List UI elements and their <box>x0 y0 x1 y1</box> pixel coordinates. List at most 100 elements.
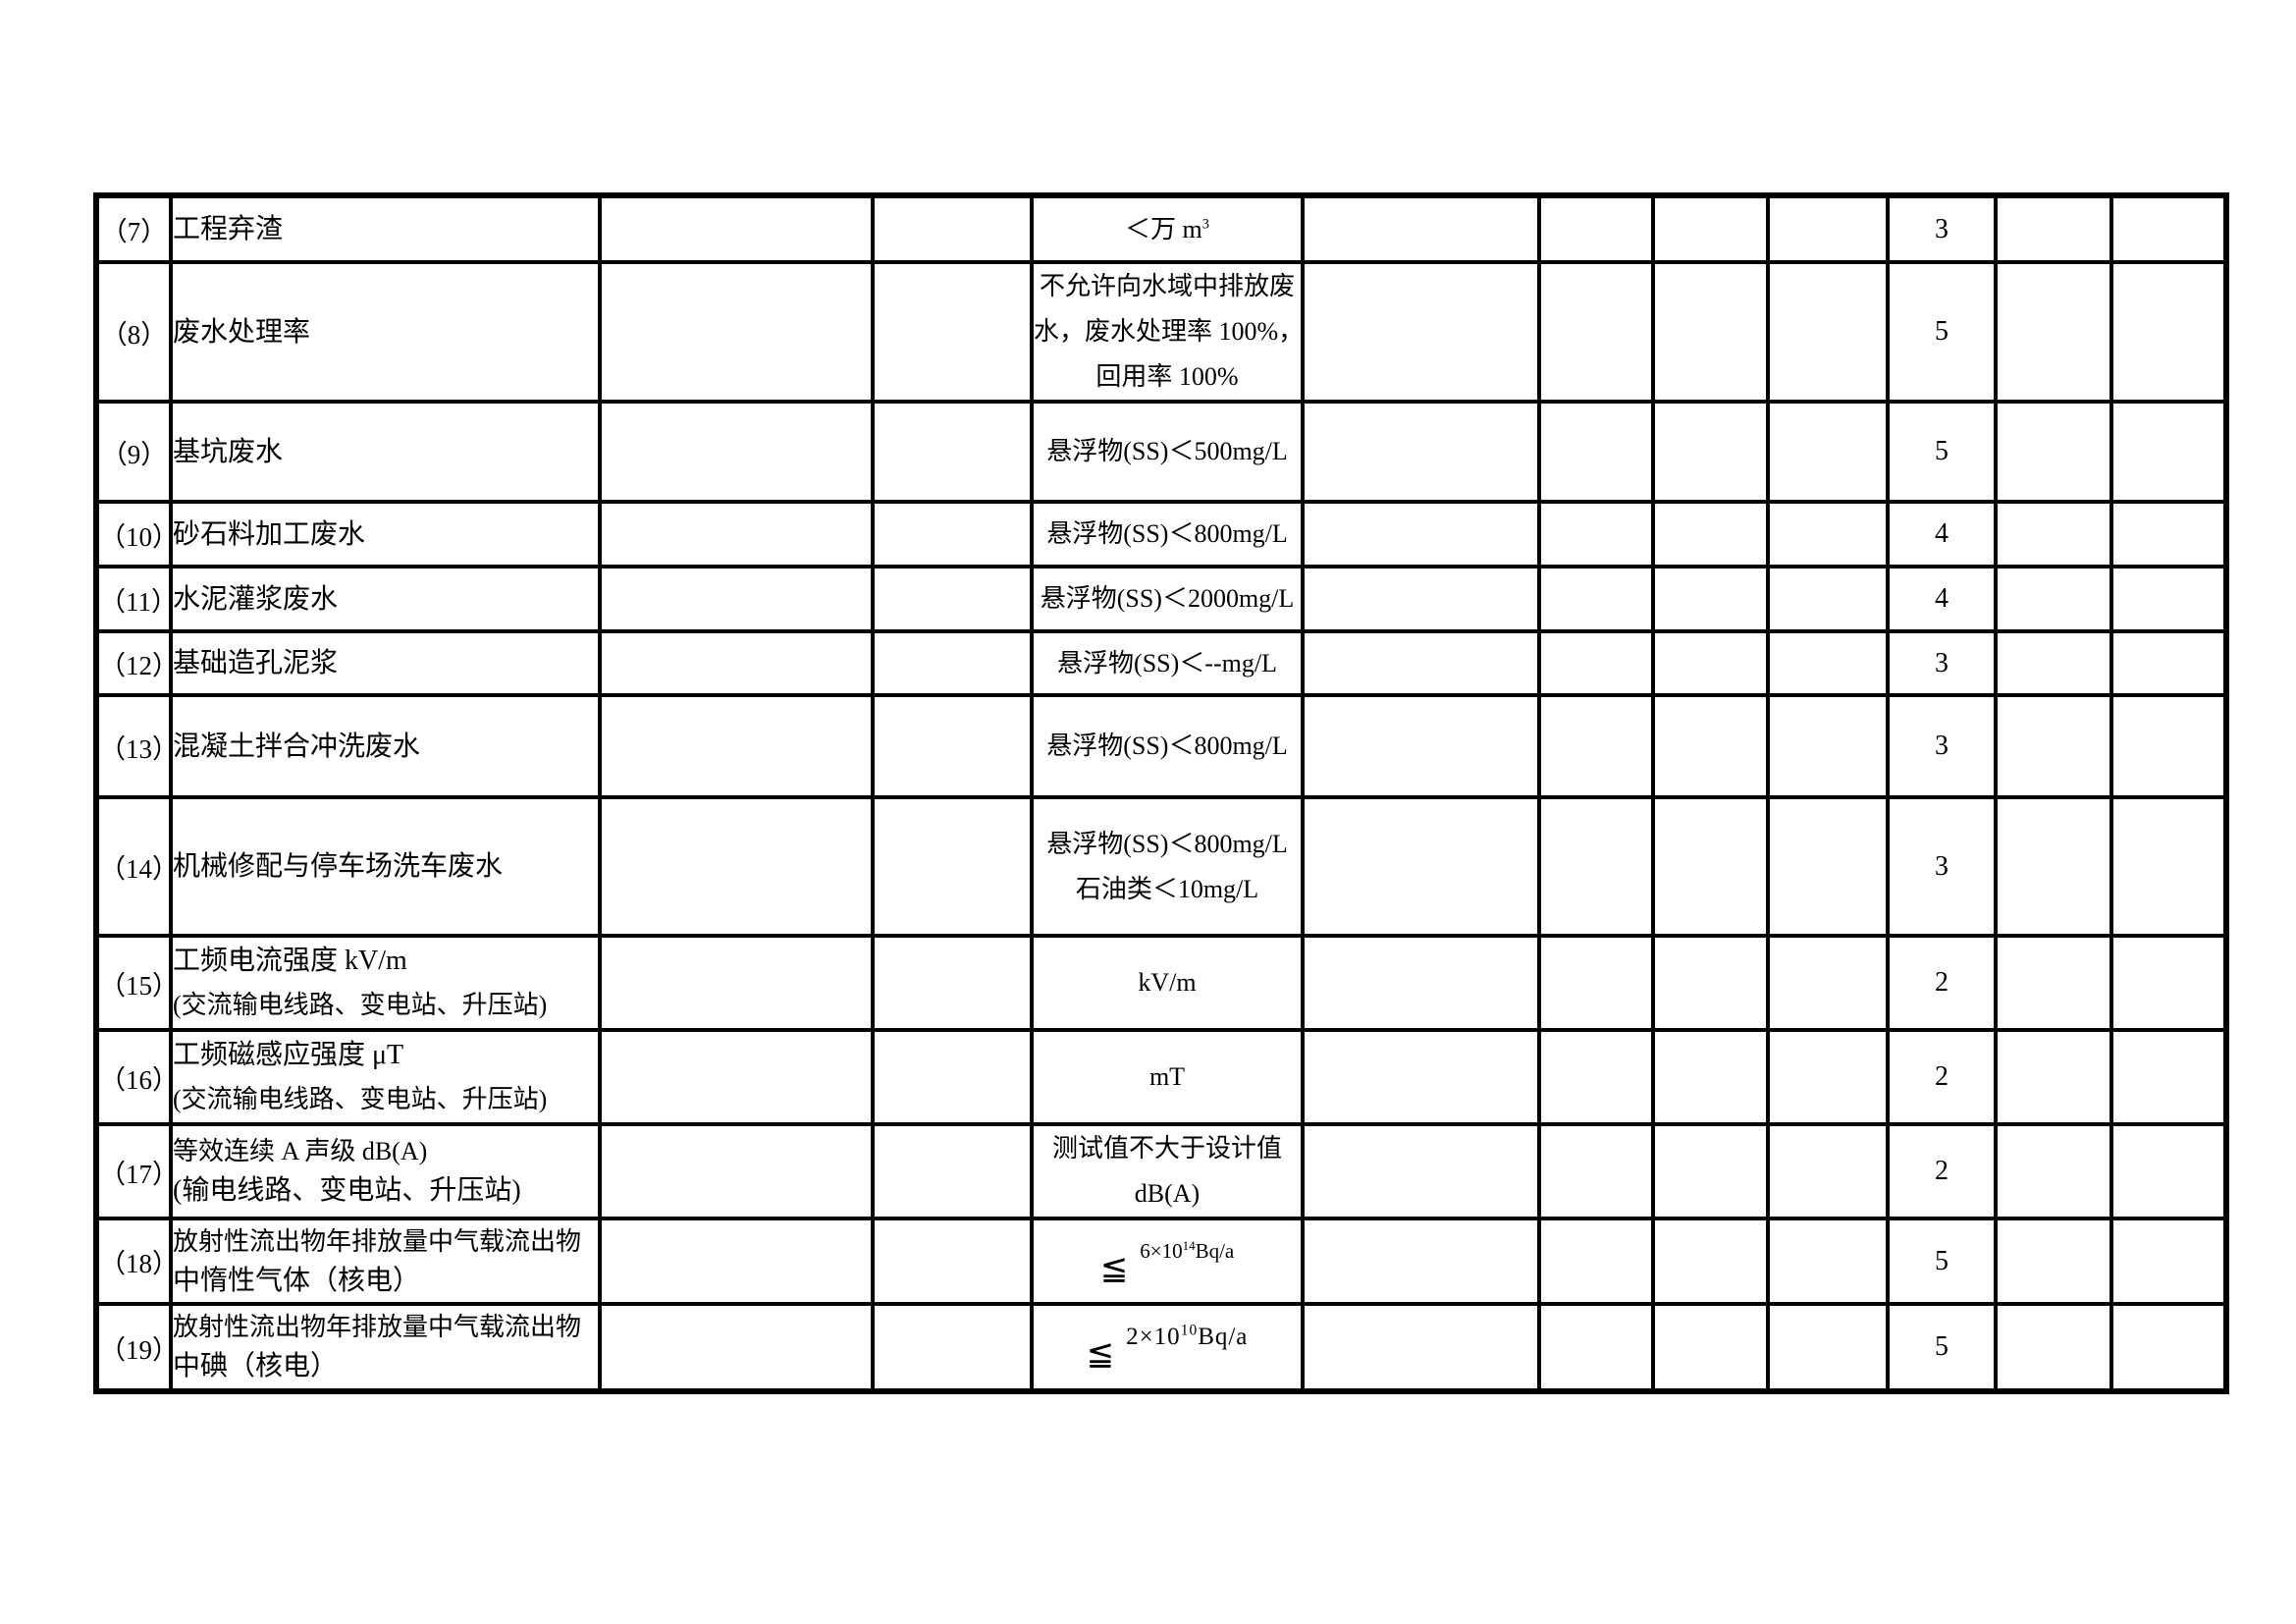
item-name-line: 工频磁感应强度 μT <box>173 1040 404 1070</box>
formula-base: 6×10 <box>1140 1239 1183 1263</box>
item-name-cell: 工频电流强度 kV/m (交流输电线路、变电站、升压站) <box>169 934 602 1032</box>
standard-value-cell: ≦ 6×1014Bq/a <box>1030 1217 1305 1306</box>
row-number-cell: （17） <box>94 1122 179 1220</box>
empty-cell <box>1537 1217 1655 1306</box>
empty-cell <box>871 1122 1034 1220</box>
empty-cell <box>1537 629 1655 697</box>
empty-cell <box>1766 1122 1890 1220</box>
formula: ≦ 2×1010Bq/a <box>1034 1323 1301 1371</box>
row-number-cell: （15） <box>94 934 179 1032</box>
empty-cell <box>1994 629 2113 697</box>
empty-cell <box>1766 1028 1890 1126</box>
less-equal-sign: ≦ <box>1099 1250 1129 1287</box>
formula-base: 2×10 <box>1126 1324 1181 1350</box>
score-cell: 4 <box>1886 500 1998 568</box>
row-number-cell: （11） <box>94 565 178 633</box>
standard-value-line: 悬浮物(SS)＜800mg/L <box>1034 822 1301 867</box>
empty-cell <box>1994 1217 2113 1306</box>
empty-cell <box>1537 1122 1655 1220</box>
standard-text: kV/m <box>1138 968 1197 997</box>
empty-cell <box>598 193 875 264</box>
formula-unit: Bq/a <box>1195 1239 1235 1263</box>
empty-cell <box>1994 934 2113 1032</box>
empty-cell <box>2109 500 2228 568</box>
empty-cell <box>2109 1122 2228 1220</box>
empty-cell <box>871 1302 1034 1393</box>
empty-cell <box>1651 260 1770 404</box>
item-name-line: 等效连续 A 声级 dB(A) <box>173 1137 428 1165</box>
item-name-cell: 水泥灌浆废水 <box>169 565 602 633</box>
empty-cell <box>2109 565 2228 633</box>
empty-cell <box>1301 1302 1541 1393</box>
empty-cell <box>1301 400 1541 504</box>
empty-cell <box>1301 1028 1541 1126</box>
item-name-cell: 混凝土拌合冲洗废水 <box>169 693 602 799</box>
empty-cell <box>1301 1217 1541 1306</box>
standard-text: 水，废水处理率 100%， <box>1034 317 1305 346</box>
empty-cell <box>1651 934 1770 1032</box>
standard-text: 测试值不大于设计值 <box>1051 1134 1282 1163</box>
standard-value-line: kV/m <box>1034 960 1301 1005</box>
empty-cell <box>871 629 1034 697</box>
empty-cell <box>1766 500 1890 568</box>
empty-cell <box>1301 693 1541 799</box>
item-name-cell: 机械修配与停车场洗车废水 <box>169 795 602 938</box>
formula-exponent: 10 <box>1180 1322 1199 1339</box>
standard-text: ＜万 m <box>1125 214 1202 244</box>
item-name-line: (输电线路、变电站、升压站) <box>173 1175 521 1206</box>
standard-value-cell: 不允许向水域中排放废 水，废水处理率 100%， 回用率 100% <box>1030 260 1305 404</box>
standard-value-line: 悬浮物(SS)＜--mg/L <box>1034 641 1301 686</box>
empty-cell <box>1537 1302 1655 1393</box>
standard-text: 悬浮物(SS)＜2000mg/L <box>1040 584 1295 613</box>
empty-cell <box>1994 1028 2113 1126</box>
item-name-line: 水泥灌浆废水 <box>173 583 339 615</box>
empty-cell <box>1994 193 2113 264</box>
standard-value-cell: kV/m <box>1030 934 1305 1032</box>
standard-text: 石油类＜10mg/L <box>1075 874 1259 903</box>
table-row: （13） 混凝土拌合冲洗废水 悬浮物(SS)＜800mg/L 3 <box>94 693 2228 799</box>
empty-cell <box>1651 795 1770 938</box>
empty-cell <box>1301 193 1541 264</box>
item-name-line: 中惰性气体（核电） <box>173 1265 421 1296</box>
standard-value-line: 回用率 100% <box>1034 354 1301 400</box>
row-number-cell: （10） <box>94 500 179 568</box>
empty-cell <box>2109 629 2228 697</box>
item-name-cell: 基础造孔泥浆 <box>169 629 602 697</box>
empty-cell <box>1766 629 1890 697</box>
empty-cell <box>1537 400 1655 504</box>
standard-value-cell: 悬浮物(SS)＜2000mg/L <box>1030 565 1305 633</box>
empty-cell <box>1994 400 2113 504</box>
table-row: （8） 废水处理率 不允许向水域中排放废 水，废水处理率 100%， 回用率 100% 5 <box>94 260 2228 404</box>
empty-cell <box>598 400 875 504</box>
row-number-cell: （18） <box>94 1217 179 1306</box>
empty-cell <box>2109 1302 2228 1393</box>
empty-cell <box>1651 1028 1770 1126</box>
empty-cell <box>598 1028 875 1126</box>
empty-cell <box>1537 693 1655 799</box>
item-name-line: 工频电流强度 kV/m <box>173 946 407 976</box>
empty-cell <box>871 1028 1034 1126</box>
empty-cell <box>1651 1122 1770 1220</box>
standard-value-line: 悬浮物(SS)＜800mg/L <box>1034 724 1301 769</box>
standard-value-line: 水，废水处理率 100%， <box>1034 309 1305 354</box>
empty-cell <box>1994 260 2113 404</box>
table-row: （19） 放射性流出物年排放量中气载流出物 中碘（核电） ≦ 2×1010Bq/a 5 <box>94 1302 2228 1393</box>
item-name-cell: 基坑废水 <box>169 400 602 504</box>
row-number-cell: （13） <box>94 693 179 799</box>
empty-cell <box>1994 1122 2113 1220</box>
empty-cell <box>1301 500 1541 568</box>
standard-value-cell: mT <box>1030 1028 1305 1126</box>
score-cell: 2 <box>1886 1028 1998 1126</box>
empty-cell <box>1537 565 1655 633</box>
empty-cell <box>1301 934 1541 1032</box>
empty-cell <box>871 693 1034 799</box>
standard-value-cell: 悬浮物(SS)＜800mg/L <box>1030 693 1305 799</box>
table-row: （9） 基坑废水 悬浮物(SS)＜500mg/L 5 <box>94 400 2228 504</box>
empty-cell <box>2109 1028 2228 1126</box>
standard-text: mT <box>1148 1062 1186 1091</box>
empty-cell <box>2109 193 2228 264</box>
empty-cell <box>1651 400 1770 504</box>
item-name-line: 混凝土拌合冲洗废水 <box>173 731 421 762</box>
empty-cell <box>1651 693 1770 799</box>
